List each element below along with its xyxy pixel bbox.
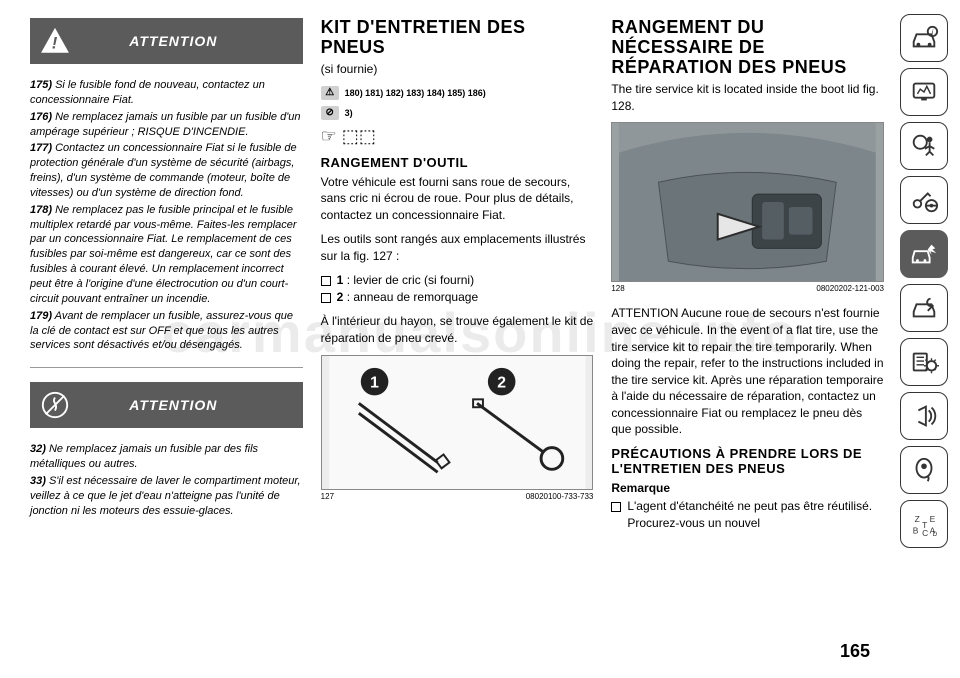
- para: Les outils sont rangés aux emplacements …: [321, 231, 594, 264]
- square-bullet-icon: [611, 502, 621, 512]
- figure-128-caption: 128 08020202-121-003: [611, 284, 884, 293]
- svg-text:i: i: [932, 27, 934, 36]
- divider: [30, 367, 303, 368]
- page: ! ATTENTION 175) Si le fusible fond de n…: [0, 0, 960, 678]
- bullet-1: 1 : levier de cric (si fourni): [321, 272, 594, 289]
- column-2: KIT D'ENTRETIEN DES PNEUS (si fournie) ⚠…: [321, 18, 594, 678]
- attention-label-1: ATTENTION: [84, 33, 293, 49]
- car-info-icon[interactable]: i: [900, 14, 948, 62]
- hand-pointer-icon: ☞ ⬚⬚: [321, 126, 594, 147]
- warn-text: Avant de remplacer un fusible, assurez-v…: [30, 310, 293, 352]
- bullet-text: L'agent d'étanchéité ne peut pas être ré…: [627, 498, 884, 531]
- square-bullet-icon: [321, 293, 331, 303]
- remarque-label: Remarque: [611, 480, 884, 497]
- svg-text:D: D: [932, 531, 937, 538]
- warn-text: S'il est nécessaire de laver le comparti…: [30, 475, 301, 517]
- ref-text: 180) 181) 182) 183) 184) 185) 186): [345, 88, 486, 98]
- section-title-kit: KIT D'ENTRETIEN DES PNEUS: [321, 18, 594, 58]
- bullet-text: 1 : levier de cric (si fourni): [337, 272, 474, 289]
- fig-code: 08020202-121-003: [816, 284, 884, 293]
- fig-code: 08020100-733-733: [526, 492, 594, 501]
- warn-num: 177): [30, 142, 52, 154]
- warn-text: Ne remplacez pas le fusible principal et…: [30, 204, 297, 305]
- svg-text:!: !: [52, 34, 59, 53]
- svg-text:1: 1: [370, 374, 379, 391]
- svg-text:Z: Z: [915, 514, 920, 524]
- para: The tire service kit is located inside t…: [611, 81, 884, 114]
- warnings-block-2: 32) Ne remplacez jamais un fusible par d…: [30, 442, 303, 518]
- warn-num: 33): [30, 475, 46, 487]
- subheading-precautions: PRÉCAUTIONS À PRENDRE LORS DE L'ENTRETIE…: [611, 446, 884, 476]
- service-icon[interactable]: [900, 284, 948, 332]
- warn-num: 175): [30, 79, 52, 91]
- warn-text: Ne remplacez jamais un fusible par un fu…: [30, 111, 301, 138]
- audio-icon[interactable]: [900, 392, 948, 440]
- figure-127: 1 2: [321, 355, 594, 490]
- svg-text:E: E: [930, 514, 936, 524]
- subheading-rangement: RANGEMENT D'OUTIL: [321, 155, 594, 170]
- car-crash-icon[interactable]: [900, 230, 948, 278]
- no-flame-icon: [40, 390, 70, 420]
- square-bullet-icon: [321, 276, 331, 286]
- warning-tag-icon: ⚠: [321, 86, 339, 100]
- page-number: 165: [840, 641, 870, 662]
- svg-text:T: T: [922, 520, 927, 530]
- warn-text: Ne remplacez jamais un fusible par des f…: [30, 443, 258, 470]
- info-tag-icon: ⊘: [321, 106, 339, 120]
- svg-text:B: B: [913, 525, 919, 535]
- fig-num: 127: [321, 492, 334, 501]
- section-title-rangement: RANGEMENT DU NÉCESSAIRE DE RÉPARATION DE…: [611, 18, 884, 77]
- nav-icon[interactable]: [900, 446, 948, 494]
- attention-header-2: ATTENTION: [30, 382, 303, 428]
- warning-triangle-icon: !: [40, 26, 70, 56]
- figure-128: [611, 122, 884, 282]
- content-area: ! ATTENTION 175) Si le fusible fond de n…: [0, 0, 898, 678]
- index-icon[interactable]: ZEBCATD: [900, 500, 948, 548]
- attention-label-2: ATTENTION: [84, 397, 293, 413]
- warn-num: 176): [30, 111, 52, 123]
- warn-text: Si le fusible fond de nouveau, contactez…: [30, 79, 265, 106]
- warn-text: Contactez un concessionnaire Fiat si le …: [30, 142, 297, 199]
- airbag-icon[interactable]: [900, 122, 948, 170]
- section-subtext: (si fournie): [321, 62, 594, 76]
- display-icon[interactable]: [900, 68, 948, 116]
- bullet-text: 2 : anneau de remorquage: [337, 289, 478, 306]
- ref-line-2: ⊘ 3): [321, 106, 594, 120]
- attention-header-1: ! ATTENTION: [30, 18, 303, 64]
- warn-num: 32): [30, 443, 46, 455]
- para: Votre véhicule est fourni sans roue de s…: [321, 174, 594, 224]
- fig-num: 128: [611, 284, 624, 293]
- bullet-2: 2 : anneau de remorquage: [321, 289, 594, 306]
- warn-num: 179): [30, 310, 52, 322]
- settings-icon[interactable]: [900, 338, 948, 386]
- warn-num: 178): [30, 204, 52, 216]
- key-steering-icon[interactable]: [900, 176, 948, 224]
- figure-127-caption: 127 08020100-733-733: [321, 492, 594, 501]
- warnings-block-1: 175) Si le fusible fond de nouveau, cont…: [30, 78, 303, 353]
- para: ATTENTION Aucune roue de secours n'est f…: [611, 305, 884, 437]
- sidebar-icons: i ZEBCATD: [898, 0, 960, 678]
- column-1: ! ATTENTION 175) Si le fusible fond de n…: [30, 18, 303, 678]
- column-3: RANGEMENT DU NÉCESSAIRE DE RÉPARATION DE…: [611, 18, 884, 678]
- svg-text:2: 2: [497, 374, 506, 391]
- para: À l'intérieur du hayon, se trouve égalem…: [321, 313, 594, 346]
- ref-line-1: ⚠ 180) 181) 182) 183) 184) 185) 186): [321, 86, 594, 100]
- ref-text: 3): [345, 108, 353, 118]
- bullet-remarque: L'agent d'étanchéité ne peut pas être ré…: [611, 498, 884, 531]
